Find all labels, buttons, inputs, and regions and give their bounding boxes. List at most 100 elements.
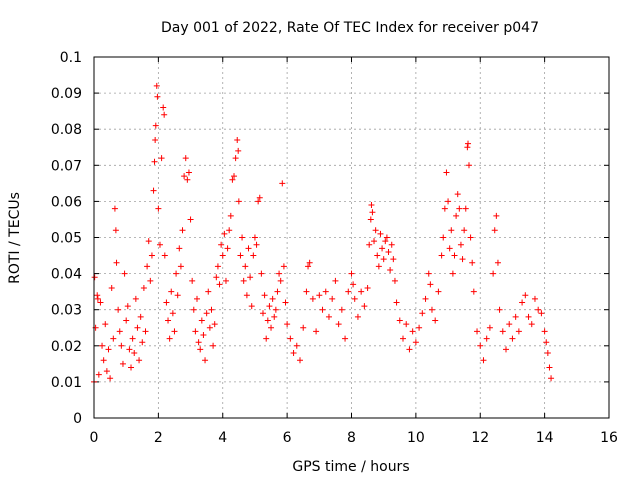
data-point [358, 288, 365, 295]
data-point [519, 299, 526, 306]
data-point [110, 335, 117, 342]
data-point [391, 277, 398, 284]
data-point [491, 227, 498, 234]
data-point [449, 270, 456, 277]
data-point [227, 212, 234, 219]
data-point [400, 335, 406, 342]
data-point [503, 346, 509, 353]
y-tick-label: 0.01 [51, 375, 82, 391]
data-point [113, 259, 120, 266]
data-point [375, 263, 382, 270]
data-point [269, 295, 276, 302]
data-point [332, 277, 339, 284]
data-point [154, 93, 161, 100]
data-point [490, 270, 497, 277]
y-axis-label: ROTI / TECUs [7, 192, 23, 284]
data-point [134, 324, 141, 331]
data-point [474, 328, 481, 335]
y-tick-label: 0.07 [51, 158, 82, 174]
data-point [155, 205, 162, 212]
data-point [144, 263, 151, 270]
data-point [486, 324, 493, 331]
data-point [293, 342, 300, 349]
x-tick-label: 12 [471, 430, 489, 446]
data-point [139, 339, 146, 346]
x-tick-label: 10 [407, 430, 425, 446]
data-point [284, 321, 291, 328]
data-point [235, 147, 242, 154]
data-point [272, 306, 279, 313]
data-point [499, 328, 506, 335]
data-point [148, 252, 155, 259]
data-point [107, 375, 114, 382]
data-point [91, 274, 98, 281]
data-point [242, 263, 249, 270]
data-point [129, 335, 136, 342]
data-point [525, 313, 532, 320]
data-point [184, 176, 191, 183]
data-point [509, 335, 516, 342]
data-point [147, 277, 154, 284]
data-points [91, 82, 555, 385]
data-point [329, 295, 336, 302]
data-point [469, 259, 476, 266]
data-point [161, 111, 168, 118]
chart-title: Day 001 of 2022, Rate Of TEC Index for r… [161, 20, 539, 36]
data-point [123, 317, 130, 324]
data-point [182, 155, 189, 162]
data-point [390, 256, 397, 263]
data-point [221, 230, 228, 237]
data-point [171, 328, 178, 335]
data-point [142, 328, 149, 335]
data-point [548, 375, 555, 382]
data-point [145, 238, 152, 245]
data-point [462, 205, 469, 212]
data-point [477, 342, 484, 349]
data-point [493, 212, 500, 219]
data-point [483, 335, 490, 342]
data-point [176, 245, 183, 252]
y-tick-label: 0.04 [51, 267, 82, 283]
data-point [309, 295, 316, 302]
data-point [163, 299, 170, 306]
data-point [255, 198, 262, 205]
data-point [274, 288, 281, 295]
x-tick-label: 6 [283, 430, 292, 446]
data-point [538, 310, 545, 317]
data-point [364, 285, 371, 292]
data-point [247, 274, 254, 281]
data-point [115, 306, 122, 313]
data-point [403, 321, 410, 328]
data-point [226, 227, 233, 234]
data-point [237, 252, 244, 259]
data-point [372, 227, 379, 234]
data-point [268, 324, 275, 331]
data-point [94, 295, 101, 302]
data-point [425, 270, 432, 277]
data-point [187, 216, 194, 223]
data-point [406, 346, 413, 353]
data-point [377, 230, 384, 237]
plot-frame [93, 56, 610, 419]
data-point [316, 292, 323, 299]
data-point [177, 263, 184, 270]
data-point [305, 263, 312, 270]
data-point [128, 364, 135, 371]
data-point [496, 306, 503, 313]
data-point [251, 234, 258, 241]
data-point [124, 303, 131, 310]
data-point [428, 306, 435, 313]
data-point [506, 321, 513, 328]
data-point [335, 321, 342, 328]
y-tick-label: 0.06 [51, 194, 82, 210]
data-point [282, 299, 289, 306]
data-point [350, 281, 357, 288]
x-tick-label: 0 [90, 430, 99, 446]
y-tick-label: 0.08 [51, 122, 82, 138]
data-point [448, 227, 455, 234]
data-point [369, 209, 376, 216]
data-point [385, 248, 392, 255]
data-point [202, 357, 209, 364]
data-point [116, 328, 123, 335]
data-point [94, 292, 101, 299]
